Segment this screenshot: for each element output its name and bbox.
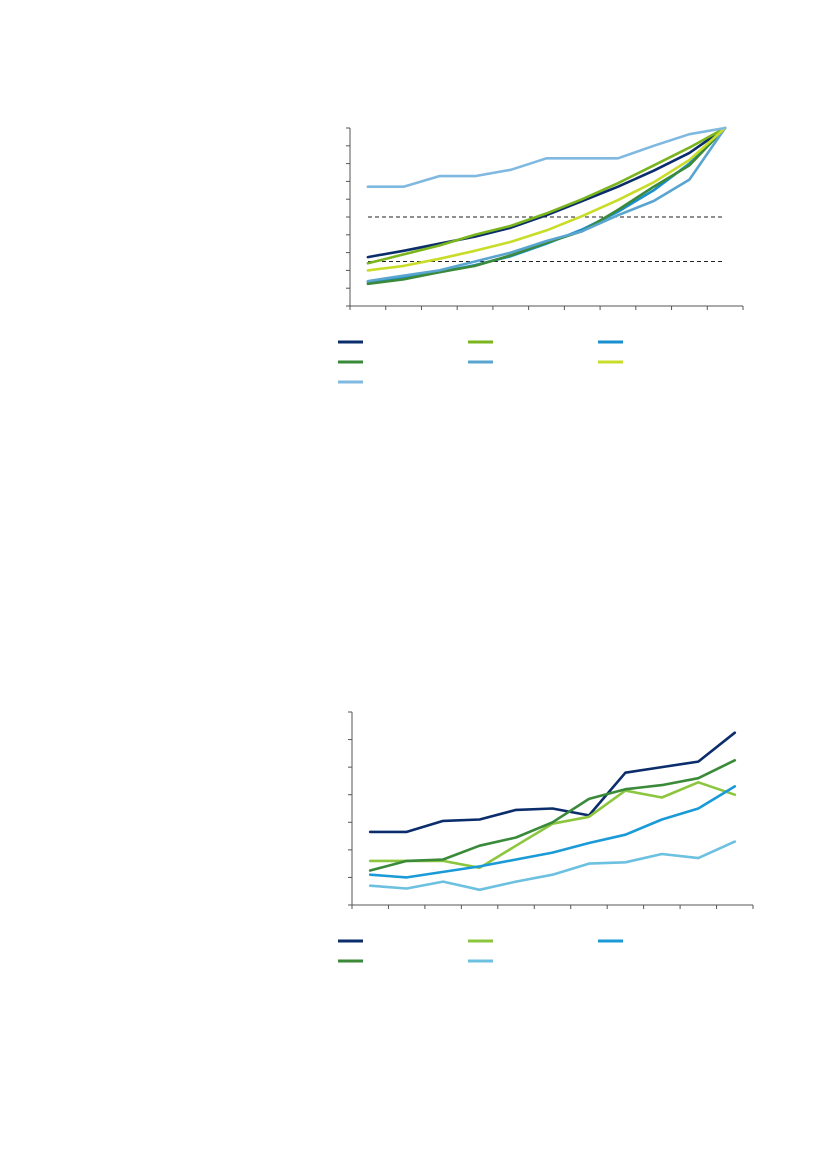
- data-line: [368, 840, 737, 892]
- data-line: [366, 126, 727, 259]
- data-line: [366, 126, 727, 188]
- data-line: [366, 126, 727, 284]
- data-line: [366, 126, 727, 283]
- data-line: [368, 731, 737, 834]
- data-line: [368, 785, 737, 879]
- data-line: [366, 126, 727, 265]
- data-line: [368, 759, 737, 872]
- data-line: [366, 126, 727, 286]
- data-line: [366, 126, 727, 272]
